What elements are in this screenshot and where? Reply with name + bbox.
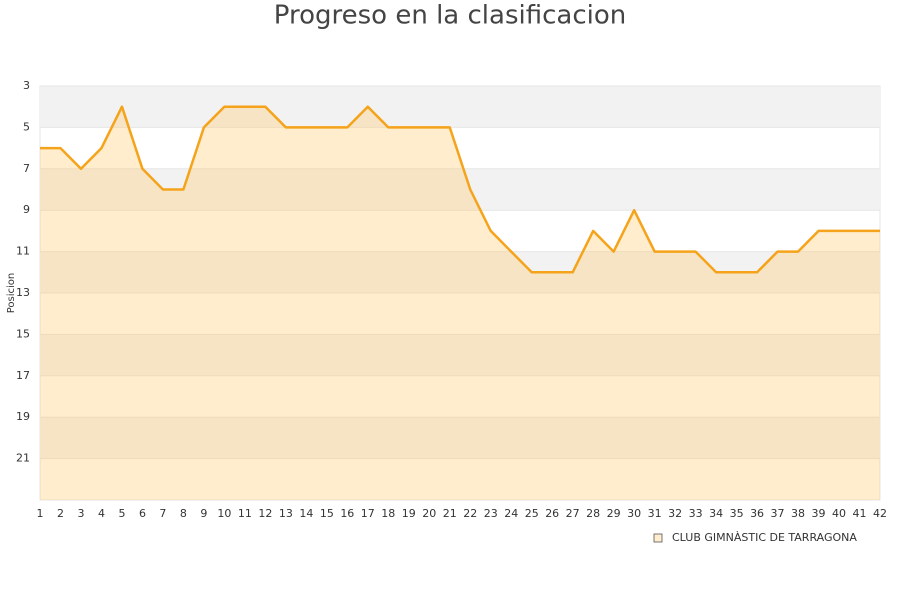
x-tick-label: 12	[258, 507, 272, 520]
legend-label: CLUB GIMNÀSTIC DE TARRAGONA	[672, 531, 857, 544]
x-tick-label: 22	[463, 507, 477, 520]
y-tick-label: 3	[23, 79, 30, 92]
x-tick-label: 20	[422, 507, 436, 520]
x-tick-label: 32	[668, 507, 682, 520]
x-tick-label: 27	[566, 507, 580, 520]
line	[40, 105, 880, 274]
x-tick-label: 7	[159, 507, 166, 520]
x-tick-label: 19	[402, 507, 416, 520]
y-tick-label: 11	[16, 245, 30, 258]
x-tick-label: 41	[853, 507, 867, 520]
area	[40, 106, 880, 500]
y-tick-label: 17	[16, 369, 30, 382]
x-tick-label: 24	[504, 507, 518, 520]
x-tick-label: 38	[791, 507, 805, 520]
grid-band	[40, 334, 880, 376]
x-tick-label: 39	[812, 507, 826, 520]
x-tick-label: 18	[381, 507, 395, 520]
x-tick-label: 13	[279, 507, 293, 520]
y-axis-label: Posicion	[6, 273, 17, 314]
x-tick-label: 29	[607, 507, 621, 520]
y-tick-label: 13	[16, 286, 30, 299]
y-tick-label: 5	[23, 120, 30, 133]
y-tick-label: 9	[23, 203, 30, 216]
x-tick-label: 5	[118, 507, 125, 520]
x-tick-label: 4	[98, 507, 105, 520]
grid-band	[40, 86, 880, 128]
y-tick-label: 19	[16, 410, 30, 423]
x-tick-label: 3	[77, 507, 84, 520]
x-tick-label: 11	[238, 507, 252, 520]
x-tick-label: 8	[180, 507, 187, 520]
y-tick-label: 21	[16, 452, 30, 465]
x-tick-label: 23	[484, 507, 498, 520]
x-tick-label: 15	[320, 507, 334, 520]
x-tick-label: 35	[730, 507, 744, 520]
y-tick-label: 7	[23, 162, 30, 175]
x-tick-label: 17	[361, 507, 375, 520]
x-tick-label: 1	[37, 507, 44, 520]
x-tick-label: 16	[340, 507, 354, 520]
legend-marker	[653, 533, 663, 543]
x-tick-label: 10	[217, 507, 231, 520]
x-tick-label: 26	[545, 507, 559, 520]
x-tick-label: 6	[139, 507, 146, 520]
x-tick-label: 14	[299, 507, 313, 520]
x-tick-label: 28	[586, 507, 600, 520]
x-tick-label: 2	[57, 507, 64, 520]
x-tick-label: 9	[200, 507, 207, 520]
x-tick-label: 34	[709, 507, 723, 520]
grid-band	[40, 417, 880, 459]
x-tick-label: 21	[443, 507, 457, 520]
x-tick-label: 30	[627, 507, 641, 520]
x-tick-label: 42	[873, 507, 887, 520]
y-tick-label: 15	[16, 327, 30, 340]
x-tick-label: 36	[750, 507, 764, 520]
x-tick-label: 31	[648, 507, 662, 520]
chart-title: Progreso en la clasificacion	[274, 1, 626, 31]
x-tick-label: 33	[689, 507, 703, 520]
x-tick-label: 25	[525, 507, 539, 520]
x-tick-label: 37	[771, 507, 785, 520]
x-tick-label: 40	[832, 507, 846, 520]
